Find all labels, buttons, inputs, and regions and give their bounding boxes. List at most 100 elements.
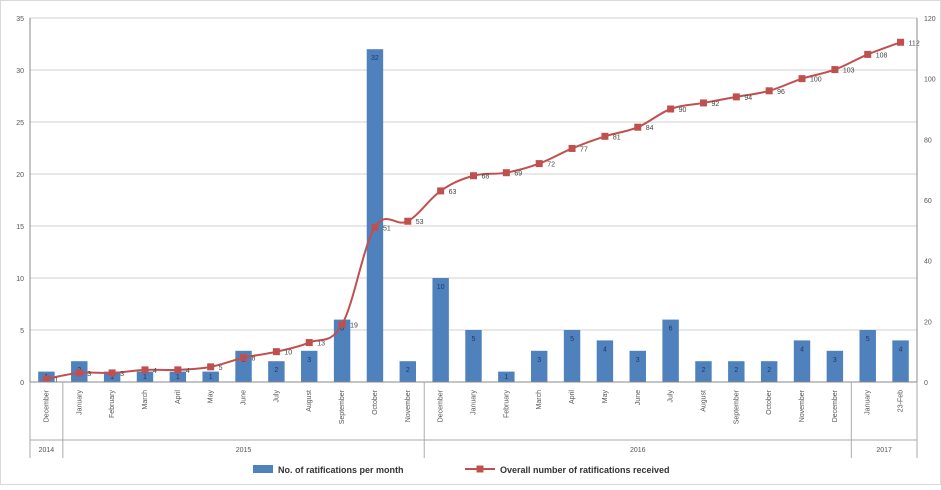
x-tick-label: April — [175, 390, 182, 404]
year-group-label: 2017 — [876, 447, 892, 454]
bar — [432, 278, 449, 382]
line-data-label: 77 — [580, 146, 588, 153]
line-data-label: 68 — [482, 174, 490, 181]
line-point-marker — [732, 93, 740, 101]
line-point-marker — [75, 369, 83, 377]
bar — [760, 361, 778, 382]
line-data-label: 19 — [350, 322, 358, 329]
y-right-tick-label: 120 — [924, 16, 936, 23]
bar — [465, 330, 482, 382]
y-right-tick-label: 80 — [924, 137, 932, 144]
y-left-tick-label: 35 — [16, 16, 24, 23]
x-tick-label: October — [372, 389, 379, 415]
line-data-label: 94 — [744, 95, 752, 102]
y-left-tick-label: 15 — [16, 224, 24, 231]
bar-data-label: 2 — [406, 367, 410, 374]
y-left-tick-label: 25 — [16, 120, 24, 127]
line-data-label: 100 — [810, 77, 822, 84]
x-tick-label: August — [306, 390, 313, 412]
x-tick-label: December — [438, 389, 445, 422]
bar-data-label: 1 — [143, 374, 147, 381]
bar-data-label: 1 — [176, 374, 180, 381]
bar — [563, 330, 581, 382]
x-tick-label: August — [700, 390, 707, 412]
line-point-marker — [765, 87, 773, 95]
x-tick-label: June — [241, 390, 248, 405]
bar-data-label: 6 — [669, 326, 673, 333]
line-data-label: 72 — [547, 162, 555, 169]
y-left-tick-label: 20 — [16, 172, 24, 179]
line-data-label: 63 — [449, 189, 457, 196]
line-point-marker — [305, 339, 313, 347]
line-point-marker — [207, 363, 215, 371]
bar — [498, 371, 515, 382]
line-data-label: 1 — [54, 377, 58, 384]
y-right-tick-label: 100 — [924, 77, 936, 84]
bar — [859, 330, 876, 382]
x-tick-label: July — [273, 390, 280, 403]
x-tick-label: October — [766, 389, 773, 415]
line-point-marker — [108, 369, 116, 377]
bar-data-label: 32 — [371, 55, 379, 62]
bar — [662, 319, 679, 382]
line-data-label: 3 — [87, 371, 91, 378]
bar-data-label: 3 — [833, 357, 837, 364]
x-tick-label: December — [43, 389, 50, 422]
line-point-marker — [798, 75, 806, 83]
line-point-marker — [437, 187, 445, 195]
x-tick-label: February — [109, 390, 116, 419]
bar — [169, 371, 187, 382]
line-point-marker — [601, 132, 609, 140]
bar-data-label: 3 — [307, 357, 311, 364]
y-right-tick-label: 60 — [924, 198, 932, 205]
bar-data-label: 5 — [570, 336, 574, 343]
line-point-marker — [272, 348, 280, 356]
line-point-marker — [897, 38, 905, 46]
y-left-tick-label: 30 — [16, 68, 24, 75]
line-data-label: 8 — [252, 356, 256, 363]
legend-swatch-marker — [476, 465, 484, 473]
bar-data-label: 4 — [899, 346, 903, 353]
line-point-marker — [141, 366, 149, 374]
year-group-label: 2014 — [39, 447, 55, 454]
x-tick-label: March — [536, 390, 543, 410]
line-data-label: 3 — [120, 371, 124, 378]
bar — [793, 340, 811, 382]
line-data-label: 108 — [876, 52, 888, 59]
bar-data-label: 3 — [636, 357, 640, 364]
bar — [268, 361, 285, 382]
x-tick-label: April — [569, 390, 576, 404]
line-data-label: 4 — [186, 368, 190, 375]
bar-data-label: 2 — [767, 367, 771, 374]
bar — [892, 340, 909, 382]
line-point-marker — [371, 223, 379, 231]
line-data-label: 96 — [777, 89, 785, 96]
bar-data-label: 2 — [734, 367, 738, 374]
x-tick-label: January — [76, 390, 83, 415]
bar-data-label: 1 — [110, 374, 114, 381]
legend-label-line: Overall number of ratifications received — [500, 465, 670, 475]
line-data-label: 112 — [909, 40, 920, 47]
y-right-tick-label: 20 — [924, 319, 932, 326]
line-point-marker — [699, 99, 707, 107]
line-data-label: 92 — [711, 101, 719, 108]
y-right-tick-label: 0 — [924, 380, 928, 387]
bar-data-label: 10 — [437, 284, 445, 291]
line-point-marker — [470, 172, 477, 180]
bar-data-label: 3 — [537, 357, 541, 364]
bar-data-label: 5 — [866, 336, 870, 343]
y-left-tick-label: 10 — [16, 276, 24, 283]
bar — [826, 350, 844, 382]
line-data-label: 10 — [284, 350, 292, 357]
legend-swatch-bars — [253, 465, 273, 473]
line-point-marker — [831, 66, 839, 74]
legend: No. of ratifications per month Overall nu… — [253, 465, 670, 475]
bar-data-label: 1 — [504, 374, 508, 381]
bar — [103, 371, 121, 382]
bar — [333, 319, 351, 382]
line-data-label: 69 — [514, 171, 522, 178]
